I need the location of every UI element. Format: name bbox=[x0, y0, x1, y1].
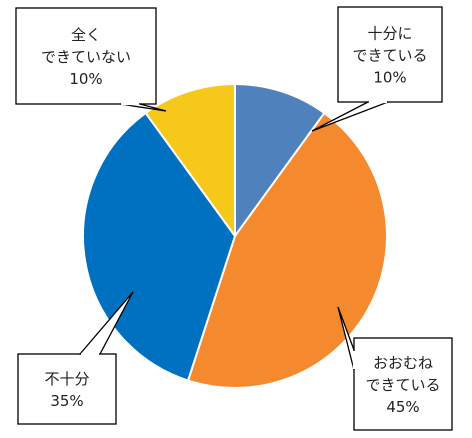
data-label-category: できている bbox=[365, 376, 440, 394]
data-label-category: おおむね bbox=[373, 354, 433, 372]
pie-slice-oomune bbox=[187, 112, 388, 389]
callout-fujuubun: 不十分 35% bbox=[17, 291, 134, 425]
callout-box bbox=[353, 337, 453, 431]
callout-box bbox=[17, 353, 117, 425]
data-label-value: 35% bbox=[50, 392, 83, 410]
callout-box bbox=[15, 7, 157, 105]
callout-box bbox=[337, 6, 443, 103]
data-label-category: できている bbox=[352, 47, 427, 65]
data-label-category: 十分に bbox=[367, 25, 412, 43]
pie-slice-mattaku bbox=[144, 83, 236, 237]
data-label-value: 10% bbox=[373, 69, 406, 87]
data-label-value: 45% bbox=[386, 398, 419, 416]
data-label-category: できていない bbox=[41, 48, 131, 66]
data-label-category: 全く bbox=[71, 26, 101, 44]
pie-slices bbox=[82, 83, 388, 389]
pie-slice-juubun bbox=[234, 83, 326, 237]
data-label-value: 10% bbox=[69, 70, 102, 88]
data-label-category: 不十分 bbox=[44, 370, 89, 388]
